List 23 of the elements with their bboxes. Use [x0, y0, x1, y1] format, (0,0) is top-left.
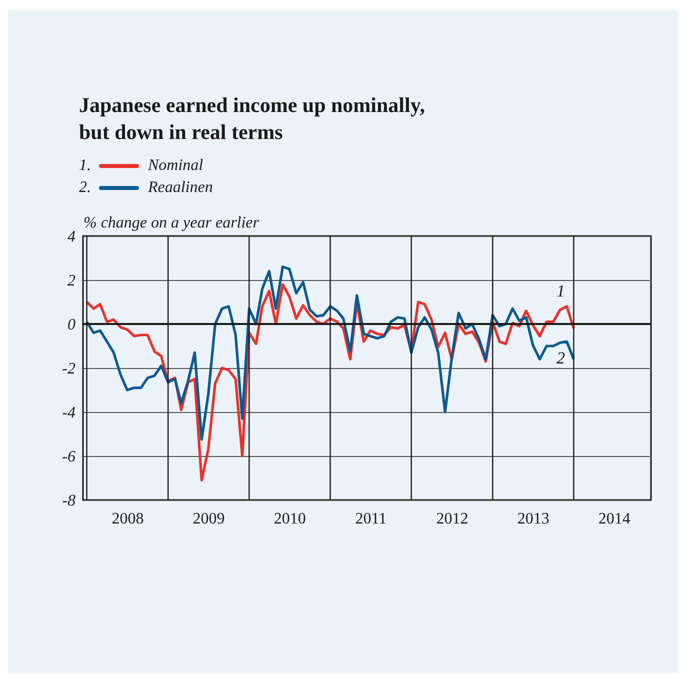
x-tick-label: 2008 — [112, 510, 144, 528]
x-tick-label: 2010 — [274, 510, 306, 528]
y-tick-label: 4 — [68, 228, 76, 246]
y-tick-label: 0 — [68, 316, 76, 334]
annotation: 1 — [556, 281, 566, 300]
y-axis-title: % change on a year earlier — [84, 214, 260, 232]
x-tick-label: 2013 — [517, 510, 550, 528]
x-tick-label: 2009 — [192, 510, 225, 528]
legend-label: Nominal — [148, 157, 204, 175]
y-tick-label: -2 — [62, 360, 76, 378]
y-tick-label: -6 — [62, 448, 76, 466]
y-tick-label: -4 — [62, 404, 76, 422]
x-tick-label: 2011 — [355, 510, 387, 528]
x-tick-label: 2014 — [598, 510, 630, 528]
y-tick-label: 2 — [68, 272, 76, 290]
legend-label: Reaalinen — [148, 179, 213, 197]
chart-title: Japanese earned income up nominally, but down in real terms — [79, 92, 425, 146]
text: 2. — [79, 179, 91, 197]
text: 1. — [79, 157, 91, 175]
x-tick-label: 2012 — [436, 510, 468, 528]
line-series — [85, 266, 575, 441]
annotation: 2 — [556, 348, 566, 368]
y-tick-label: -8 — [62, 492, 76, 510]
